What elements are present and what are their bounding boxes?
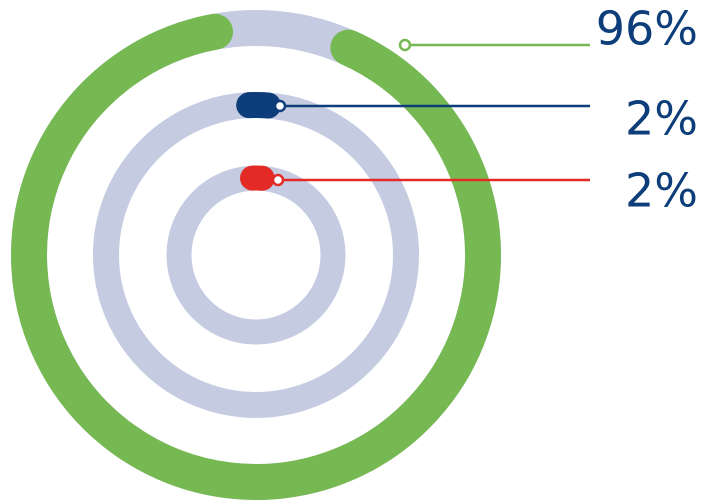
ring-inner-value-label: 2% <box>625 164 698 218</box>
ring-outer-value-label: 96% <box>596 2 698 56</box>
ring-middle-value-label: 2% <box>625 92 698 146</box>
ring-inner-leader-marker <box>271 173 285 187</box>
ring-inner: 2% <box>166 164 698 345</box>
ring-middle-leader-marker <box>273 99 287 113</box>
ring-outer: 96% <box>11 2 698 500</box>
ring-middle: 2% <box>93 92 698 418</box>
ring-outer-leader-marker <box>398 38 412 52</box>
ring-inner-track <box>166 165 346 345</box>
ring-middle-track <box>93 92 419 418</box>
ring-outer-value-arc <box>11 13 501 500</box>
